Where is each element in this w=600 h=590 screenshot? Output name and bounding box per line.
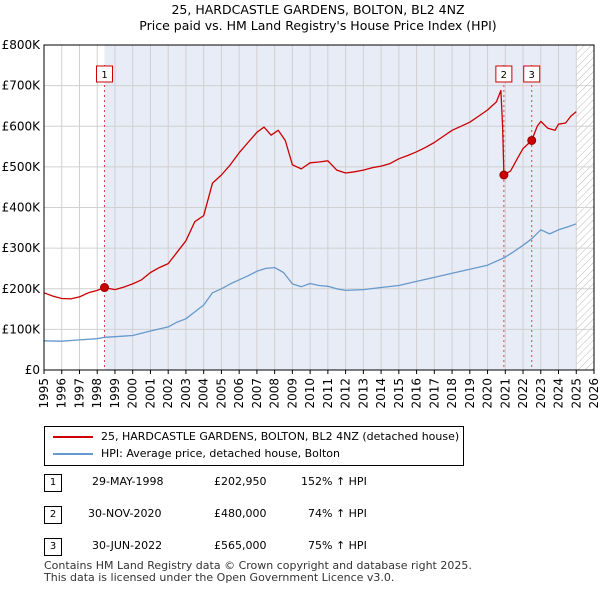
- x-tick-label: 1998: [90, 378, 104, 409]
- sale-label-number: 1: [101, 70, 107, 81]
- x-tick-label: 2013: [356, 378, 370, 409]
- legend-item-property: 25, HARDCASTLE GARDENS, BOLTON, BL2 4NZ …: [53, 429, 459, 445]
- legend-item-hpi: HPI: Average price, detached house, Bolt…: [53, 446, 340, 462]
- chart-title: 25, HARDCASTLE GARDENS, BOLTON, BL2 4NZ: [171, 2, 464, 17]
- x-tick-label: 2008: [268, 378, 282, 409]
- x-tick-label: 2005: [214, 378, 228, 409]
- sale-label-box: [523, 65, 541, 83]
- sale-point: [527, 135, 537, 145]
- sale-point: [499, 170, 509, 180]
- x-tick-label: 2007: [250, 378, 264, 409]
- x-tick-label: 2021: [498, 378, 512, 409]
- y-tick-label: £800K: [2, 38, 42, 52]
- y-tick-label: £300K: [2, 241, 42, 255]
- legend-line-hpi: [53, 453, 93, 455]
- footer-copyright: Contains HM Land Registry data © Crown c…: [44, 559, 472, 572]
- x-tick-label: 2026: [587, 378, 600, 409]
- x-tick-label: 2006: [232, 378, 246, 409]
- x-tick-label: 2004: [197, 378, 211, 409]
- x-tick-label: 2003: [179, 378, 193, 409]
- footer: Contains HM Land Registry data © Crown c…: [44, 560, 472, 584]
- sale-badge: 1: [44, 474, 62, 492]
- x-tick-label: 2009: [285, 378, 299, 409]
- x-tick-label: 2018: [445, 378, 459, 409]
- x-tick-label: 2000: [126, 378, 140, 409]
- y-tick-label: £0: [25, 363, 40, 377]
- chart-subtitle: Price paid vs. HM Land Registry's House …: [139, 18, 496, 33]
- y-tick-label: £500K: [2, 160, 42, 174]
- property-price-line: [43, 89, 577, 300]
- hpi-line: [43, 223, 577, 342]
- x-tick-label: 2015: [392, 378, 406, 409]
- sale-label-box: [495, 65, 513, 83]
- x-tick-label: 2024: [552, 378, 566, 409]
- sale-badge: 3: [44, 538, 62, 556]
- x-tick-label: 2012: [339, 378, 353, 409]
- x-tick-label: 2023: [534, 378, 548, 409]
- y-tick-label: £600K: [2, 119, 42, 133]
- x-tick-label: 1995: [37, 378, 51, 409]
- sale-date: 30-JUN-2022: [92, 539, 163, 552]
- y-tick-label: £200K: [2, 282, 42, 296]
- price-chart: 25, HARDCASTLE GARDENS, BOLTON, BL2 4NZ …: [2, 2, 600, 409]
- legend-line-property: [53, 436, 93, 438]
- sale-price: £565,000: [214, 539, 267, 552]
- legend-label-property: 25, HARDCASTLE GARDENS, BOLTON, BL2 4NZ …: [101, 430, 460, 443]
- sale-badge: 2: [44, 506, 62, 524]
- sale-label-number: 3: [529, 70, 535, 81]
- sale-hpi-diff: 74% ↑ HPI: [308, 507, 367, 520]
- x-tick-label: 2025: [569, 378, 583, 409]
- x-tick-label: 1999: [108, 378, 122, 409]
- y-tick-label: £100K: [2, 322, 42, 336]
- sale-label-box: [96, 65, 113, 83]
- legend-label-hpi: HPI: Average price, detached house, Bolt…: [101, 447, 340, 460]
- sale-date: 30-NOV-2020: [88, 507, 162, 520]
- x-tick-label: 2019: [463, 378, 477, 409]
- legend: 25, HARDCASTLE GARDENS, BOLTON, BL2 4NZ …: [44, 426, 464, 466]
- x-tick-label: 2001: [143, 378, 157, 409]
- x-tick-label: 1997: [72, 378, 86, 409]
- sale-date: 29-MAY-1998: [92, 475, 164, 488]
- x-tick-label: 2020: [481, 378, 495, 409]
- x-tick-label: 2002: [161, 378, 175, 409]
- y-tick-label: £700K: [2, 79, 42, 93]
- sale-hpi-diff: 75% ↑ HPI: [308, 539, 367, 552]
- plot-frame: [43, 44, 595, 371]
- x-tick-label: 2017: [427, 378, 441, 409]
- x-tick-label: 2022: [516, 378, 530, 409]
- sale-price: £202,950: [214, 475, 267, 488]
- x-tick-label: 2011: [321, 378, 335, 409]
- x-tick-label: 2014: [374, 378, 388, 409]
- sale-hpi-diff: 152% ↑ HPI: [301, 475, 367, 488]
- sale-price: £480,000: [214, 507, 267, 520]
- y-tick-label: £400K: [2, 201, 42, 215]
- x-tick-label: 2016: [410, 378, 424, 409]
- sale-label-number: 2: [501, 70, 507, 81]
- sale-point: [100, 283, 109, 293]
- footer-licence: This data is licensed under the Open Gov…: [44, 571, 395, 584]
- x-tick-label: 2010: [303, 378, 317, 409]
- x-tick-label: 1996: [55, 378, 69, 409]
